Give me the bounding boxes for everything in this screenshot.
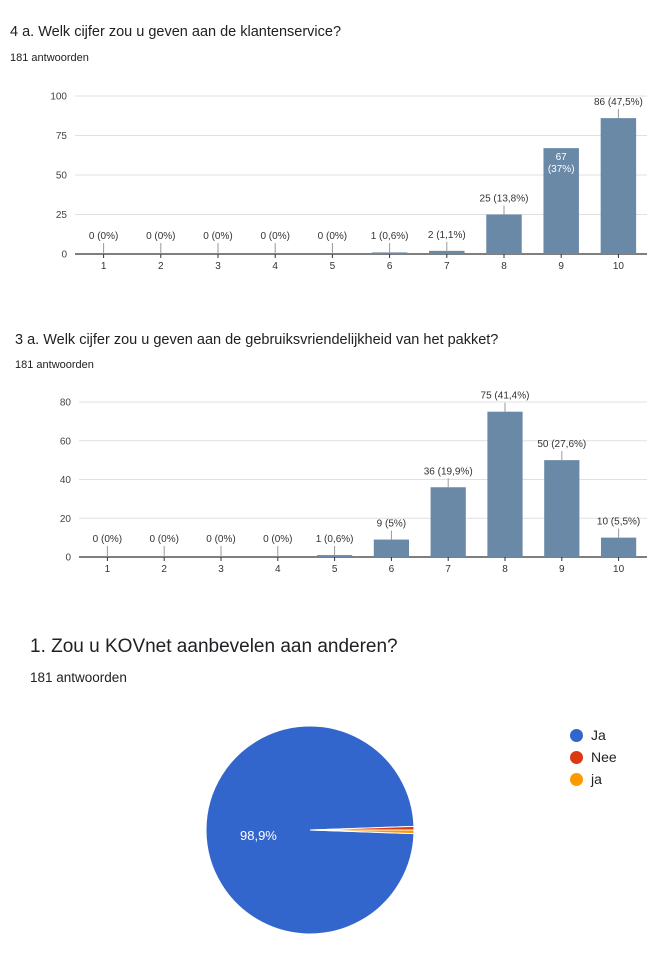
chart1-bar: [371, 252, 408, 254]
chart2-xtick-label: 9: [559, 564, 565, 575]
chart1-response-count: 181 antwoorden: [10, 52, 89, 64]
legend-swatch-icon: [570, 772, 583, 786]
chart1-xtick-label: 1: [101, 261, 107, 272]
chart2-bar: [600, 537, 637, 557]
chart1-xtick-label: 9: [558, 261, 564, 272]
chart1-data-label: 0 (0%): [89, 231, 118, 242]
chart2-data-label: 0 (0%): [93, 534, 122, 545]
chart2-xtick-label: 8: [502, 564, 508, 575]
chart2-data-label: 50 (27,6%): [537, 439, 586, 450]
chart2-xtick-label: 7: [445, 564, 451, 575]
chart2-ytick-label: 60: [60, 436, 72, 447]
chart2-xtick-label: 10: [613, 564, 625, 575]
chart1-data-label: 86 (47,5%): [594, 97, 643, 108]
chart2-bar: [316, 555, 353, 557]
chart1-ytick-label: 100: [50, 92, 67, 103]
chart1-data-label: 0 (0%): [146, 231, 175, 242]
chart1-xtick-label: 3: [215, 261, 221, 272]
chart2-data-label: 9 (5%): [377, 519, 406, 530]
chart3-response-count: 181 antwoorden: [30, 670, 127, 685]
chart1-xtick-label: 6: [387, 261, 393, 272]
chart2-data-label: 1 (0,6%): [316, 534, 354, 545]
chart2-data-label: 75 (41,4%): [481, 391, 530, 402]
chart1-bar-chart: 0 25 50 75 100 1 0 (0%) 2 0 (0%) 3 0 (0%) 4 0 (0%) 5 0…: [50, 92, 647, 272]
chart1-data-label: 1 (0,6%): [371, 231, 409, 242]
chart3-pie-chart: 98,9%: [205, 725, 415, 935]
chart1-data-label: 25 (13,8%): [480, 194, 529, 205]
chart1-data-label: 2 (1,1%): [428, 230, 466, 241]
chart1-bar: [429, 250, 465, 254]
chart2-data-label: 0 (0%): [263, 534, 292, 545]
legend-swatch-icon: [570, 728, 583, 742]
chart2-title: 3 a. Welk cijfer zou u geven aan de gebr…: [15, 332, 499, 348]
chart2-ytick-label: 40: [60, 475, 72, 486]
chart2-xtick-label: 3: [218, 564, 224, 575]
chart2-response-count: 181 antwoorden: [15, 359, 94, 371]
chart3-legend-label: ja: [591, 771, 602, 787]
chart3-legend-item: ja: [570, 768, 617, 790]
chart1-xtick-label: 8: [501, 261, 507, 272]
chart2-xtick-label: 6: [389, 564, 395, 575]
chart1-data-label: 67 (37%): [548, 152, 575, 175]
chart1-xtick-label: 2: [158, 261, 164, 272]
chart3-legend-item: Nee: [570, 746, 617, 768]
chart1-data-label: 0 (0%): [203, 231, 232, 242]
chart3-slice-label: 98,9%: [240, 828, 277, 843]
chart2-xtick-label: 4: [275, 564, 281, 575]
chart1-ytick-label: 0: [61, 250, 67, 261]
chart1-ytick-label: 25: [56, 210, 68, 221]
chart1-bar: [600, 118, 637, 254]
chart3-legend-item: Ja: [570, 724, 617, 746]
chart1-ytick-label: 75: [56, 131, 68, 142]
chart2-xtick-label: 2: [161, 564, 167, 575]
chart1-ytick-label: 50: [56, 171, 68, 182]
chart1-xtick-label: 10: [613, 261, 625, 272]
chart1-title: 4 a. Welk cijfer zou u geven aan de klan…: [10, 24, 342, 40]
chart2-bar: [373, 539, 410, 557]
chart2-ytick-label: 20: [60, 514, 72, 525]
chart3-legend: Ja Nee ja: [570, 724, 617, 790]
chart2-bar-chart: 0 20 40 60 80 1 0 (0%) 2 0 (0%) 3 0 (0%) 4 0 (0%) 5 1 …: [60, 391, 647, 575]
chart2-bar: [544, 460, 580, 557]
chart1-xtick-label: 5: [330, 261, 336, 272]
chart2-xtick-label: 1: [105, 564, 111, 575]
chart2-ytick-label: 80: [60, 398, 72, 409]
chart2-data-label: 0 (0%): [149, 534, 178, 545]
legend-swatch-icon: [570, 750, 583, 764]
chart1-data-label: 0 (0%): [260, 231, 289, 242]
chart1-xtick-label: 4: [272, 261, 278, 272]
chart3-legend-label: Ja: [591, 727, 606, 743]
chart1-bar: [543, 148, 579, 254]
chart2-data-label: 36 (19,9%): [424, 466, 473, 477]
chart1-data-label: 0 (0%): [318, 231, 347, 242]
chart2-xtick-label: 5: [332, 564, 338, 575]
chart2-data-label: 10 (5,5%): [597, 517, 640, 528]
chart2-ytick-label: 0: [65, 553, 71, 564]
chart3-title: 1. Zou u KOVnet aanbevelen aan anderen?: [30, 636, 398, 657]
chart3-pie-slice-ja: [205, 725, 415, 935]
chart3-legend-label: Nee: [591, 749, 617, 765]
chart2-bar: [430, 487, 466, 557]
chart1-xtick-label: 7: [444, 261, 450, 272]
chart2-bar: [487, 411, 523, 557]
chart1-bar: [486, 214, 522, 254]
chart2-data-label: 0 (0%): [206, 534, 235, 545]
chart3-pie-slice-ja: [309, 829, 415, 835]
